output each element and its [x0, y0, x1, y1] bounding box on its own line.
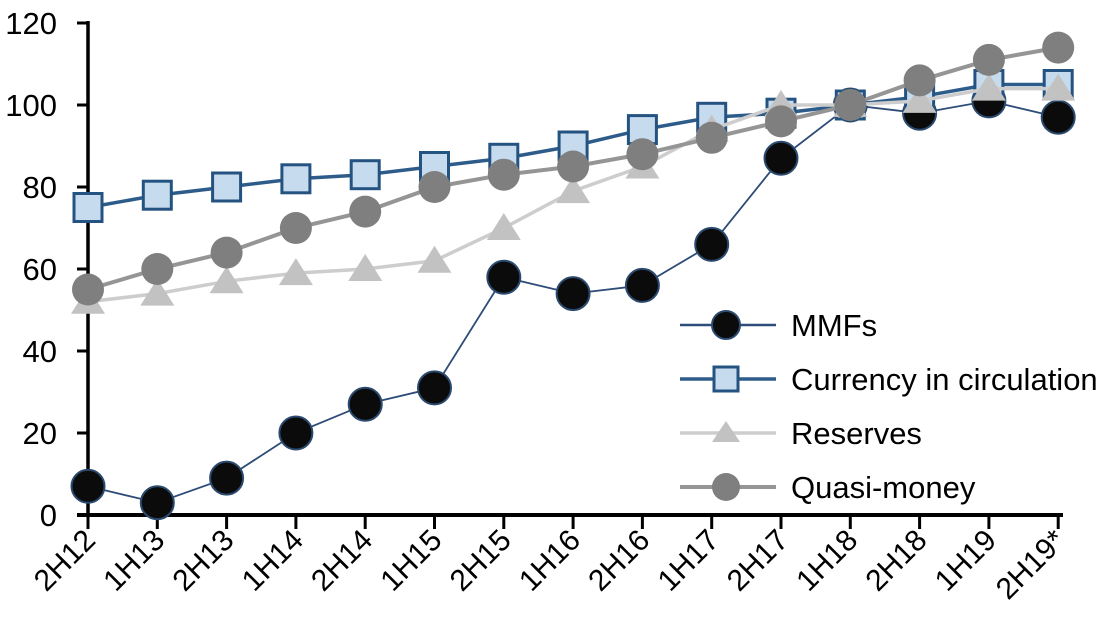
y-axis-tick-label: 20 — [23, 416, 57, 451]
data-point-marker — [139, 485, 175, 521]
data-point-marker — [557, 150, 590, 183]
data-point-marker — [1042, 31, 1075, 64]
data-point-marker — [349, 195, 382, 228]
x-axis-tick-label: 1H18 — [790, 524, 864, 598]
data-point-marker — [347, 386, 383, 422]
data-point-marker — [209, 266, 244, 294]
data-point-marker — [487, 158, 520, 191]
chart-legend: MMFs Currency in circulation Reserves Qu… — [680, 304, 1098, 509]
y-axis-tick-label: 80 — [23, 170, 57, 205]
data-point-marker — [624, 267, 660, 303]
data-point-marker — [417, 245, 452, 273]
data-point-marker — [765, 105, 797, 138]
data-point-marker — [278, 415, 314, 451]
data-point-marker — [712, 473, 740, 501]
x-axis-tick-label: 1H19 — [929, 524, 1003, 598]
data-point-marker — [556, 176, 591, 204]
data-point-marker — [902, 85, 937, 113]
legend-label-reserves: Reserves — [791, 416, 922, 451]
x-axis-tick-label: 1H17 — [652, 524, 726, 598]
data-point-marker — [211, 171, 243, 203]
data-point-marker — [763, 140, 799, 176]
x-axis-tick-label: 2H17 — [721, 524, 795, 598]
data-point-marker — [72, 192, 104, 223]
x-axis-tick-label: 2H18 — [860, 524, 934, 598]
data-point-marker — [695, 121, 728, 154]
legend-item-quasi-money: Quasi-money — [680, 466, 1098, 509]
data-point-marker — [209, 460, 245, 496]
data-point-marker — [141, 253, 174, 285]
legend-item-reserves: Reserves — [680, 412, 1098, 455]
data-point-marker — [72, 273, 104, 306]
x-axis-tick-label: 2H19* — [990, 523, 1073, 606]
x-axis-tick-label: 1H16 — [513, 524, 587, 598]
legend-label-currency: Currency in circulation — [791, 362, 1098, 397]
x-axis-tick-label: 1H13 — [97, 524, 171, 598]
x-axis-tick-label: 2H13 — [167, 524, 241, 598]
y-axis-tick-label: 0 — [40, 498, 57, 533]
x-axis-tick-label: 2H16 — [582, 524, 656, 598]
data-point-marker — [418, 171, 451, 203]
series-quasi-money — [72, 31, 1075, 306]
data-point-marker — [70, 468, 106, 504]
legend-label-quasi-money: Quasi-money — [791, 470, 976, 505]
data-point-marker — [140, 278, 175, 306]
data-point-marker — [834, 89, 867, 121]
data-point-marker — [694, 226, 730, 262]
x-axis-tick-label: 1H14 — [236, 524, 310, 598]
data-point-marker — [971, 73, 1006, 101]
x-axis-tick-label: 2H12 — [28, 524, 102, 598]
y-axis-tick-label: 120 — [5, 6, 57, 41]
y-axis-tick-label: 100 — [5, 88, 57, 123]
data-point-marker — [349, 159, 381, 191]
x-axis-tick-label: 1H15 — [374, 524, 448, 598]
data-point-marker — [486, 259, 522, 295]
data-point-marker — [278, 258, 313, 286]
mmfs-line-marker-icon — [680, 310, 776, 340]
data-point-marker — [141, 179, 173, 211]
data-point-marker — [210, 236, 243, 269]
data-point-marker — [279, 212, 312, 244]
data-point-marker — [1041, 73, 1076, 101]
currency-line-marker-icon — [680, 365, 776, 393]
data-point-marker — [972, 43, 1005, 76]
legend-item-mmfs: MMFs — [680, 304, 1098, 347]
data-point-marker — [1040, 99, 1076, 135]
data-point-marker — [903, 64, 936, 97]
data-point-marker — [555, 276, 591, 312]
data-point-marker — [712, 365, 740, 393]
legend-item-currency: Currency in circulation — [680, 358, 1098, 401]
x-axis-tick-label: 2H14 — [305, 524, 379, 598]
data-point-marker — [417, 370, 452, 406]
data-point-marker — [712, 421, 740, 442]
legend-label-mmfs: MMFs — [791, 308, 878, 343]
data-point-marker — [711, 310, 741, 340]
x-axis-tick-label: 2H15 — [444, 524, 518, 598]
y-axis-tick-label: 60 — [23, 252, 57, 287]
data-point-marker — [348, 254, 383, 281]
data-point-marker — [280, 163, 312, 195]
data-point-marker — [486, 213, 521, 240]
reserves-line-marker-icon — [680, 421, 776, 442]
y-axis-tick-label: 40 — [23, 334, 57, 369]
data-point-marker — [626, 138, 659, 171]
quasi-money-line-marker-icon — [680, 473, 776, 501]
